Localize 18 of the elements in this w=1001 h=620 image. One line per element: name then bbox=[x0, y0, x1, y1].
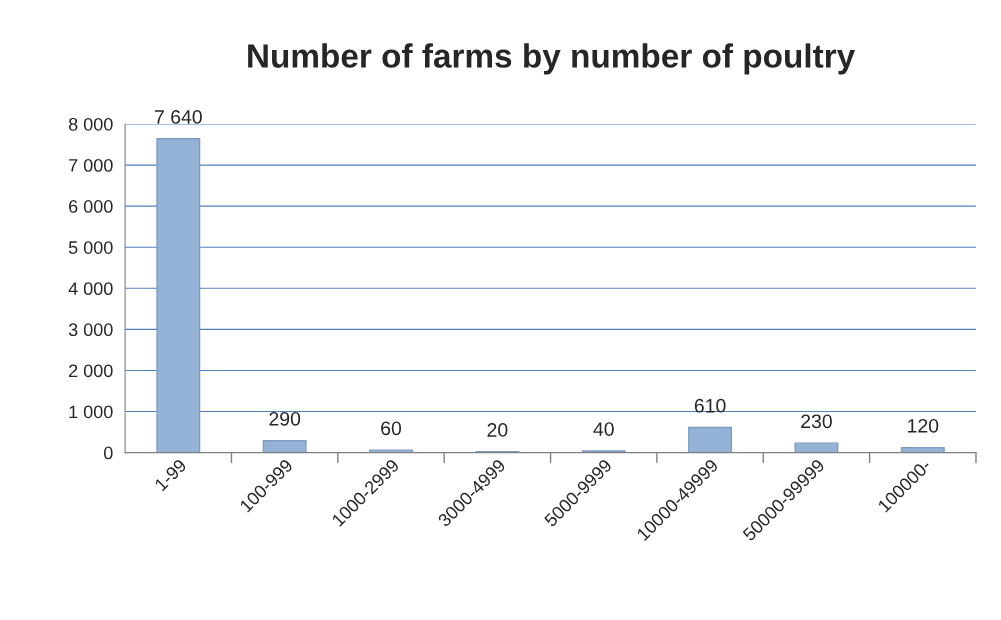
y-tick-label: 1 000 bbox=[69, 405, 113, 419]
data-label: 290 bbox=[269, 411, 301, 426]
y-tick-label: 8 000 bbox=[68, 117, 113, 131]
y-tick-label: 2 000 bbox=[69, 364, 113, 378]
y-tick-label: 5 000 bbox=[68, 241, 113, 254]
y-tick-label: 7 000 bbox=[69, 159, 113, 172]
data-label: 20 bbox=[487, 423, 508, 437]
data-label: 230 bbox=[801, 414, 832, 429]
data-label: 610 bbox=[694, 398, 726, 413]
data-label: 60 bbox=[381, 421, 402, 436]
chart-title: Number of farms by number of poultry bbox=[248, 43, 856, 75]
y-tick-label: 4 000 bbox=[68, 282, 113, 296]
data-label: 40 bbox=[593, 422, 614, 436]
y-tick-label: 0 bbox=[103, 446, 113, 460]
y-tick-label: 6 000 bbox=[69, 200, 113, 213]
y-tick-label: 3 000 bbox=[68, 323, 113, 337]
data-label: 7 640 bbox=[154, 110, 202, 124]
data-label: 120 bbox=[908, 418, 939, 433]
